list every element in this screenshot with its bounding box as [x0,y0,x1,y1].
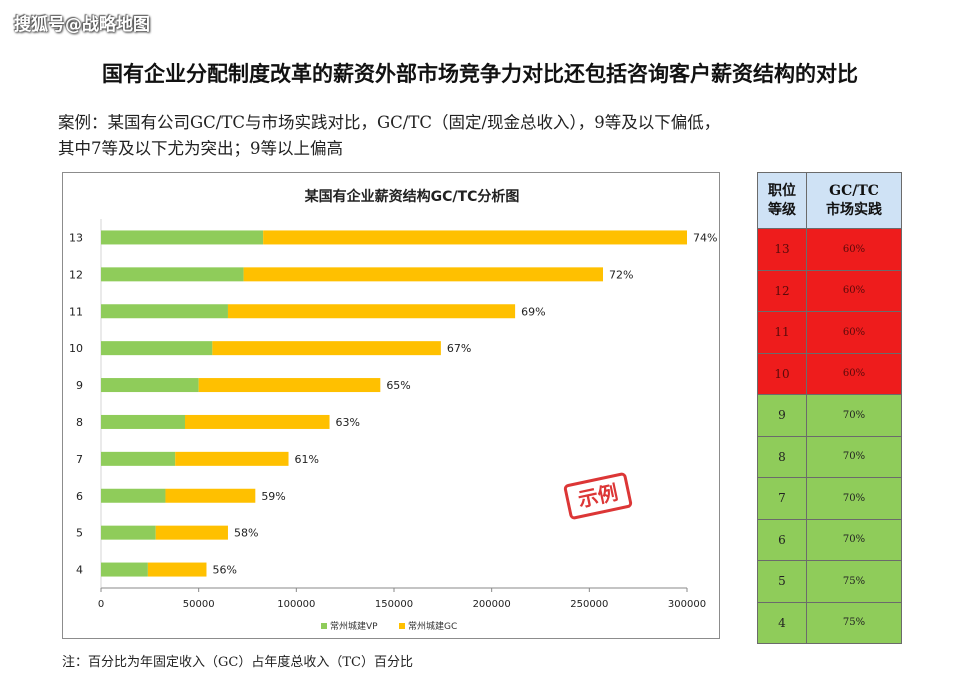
table-row: 6 70% [757,518,902,561]
bar-segment-vp [101,525,156,540]
grade-cell: 11 [757,311,807,354]
legend-label: 常州城建GC [408,620,457,632]
bar-segment-vp [101,451,176,466]
bar-segment-vp [101,341,213,356]
bar-segment-gc [155,525,228,540]
y-tick-label: 5 [76,527,83,540]
stacked-bar-chart: 某国有企业薪资结构GC/TC分析图 0 50000 100000 150000 20000… [69,188,717,632]
table-row: 5 75% [757,560,902,603]
data-label: 67% [447,342,471,355]
bar-segment-gc [227,304,516,319]
case-description: 案例：某国有公司GC/TC与市场实践对比，GC/TC（固定/现金总收入），9等及… [58,110,938,162]
x-tick-label: 150000 [375,599,413,610]
bar-segment-gc [212,341,441,356]
x-tick-label: 100000 [277,599,315,610]
bar-segment-vp [101,488,166,503]
bar-segment-vp [101,378,199,393]
market-ratio-cell: 75% [806,560,902,603]
x-tick-label: 200000 [473,599,511,610]
grade-cell: 12 [757,269,807,312]
grade-market-table: 职位 等级 GC/TC 市场实践 13 60% 12 60% 11 60% 10 60% 9 70… [757,172,902,644]
y-tick-label: 9 [76,379,83,392]
bar-segment-vp [101,304,228,319]
y-tick-label: 13 [69,231,83,244]
market-ratio-cell: 70% [806,518,902,561]
grade-cell: 9 [757,394,807,437]
grade-cell: 13 [757,228,807,271]
table-header-grade: 职位 等级 [757,172,807,229]
bar-segment-gc [198,378,381,393]
bar-segment-gc [147,562,207,577]
data-label: 69% [521,305,545,318]
y-tick-label: 6 [76,490,83,503]
table-row: 9 70% [757,394,902,437]
x-tick-label: 50000 [183,599,215,610]
bar-segment-gc [165,488,256,503]
legend-swatch [399,623,405,629]
y-tick-label: 12 [69,268,83,281]
x-tick-label: 300000 [668,599,706,610]
table-row: 10 60% [757,352,902,395]
y-tick-label: 10 [69,342,83,355]
data-label: 72% [609,268,633,281]
bar-segment-gc [243,267,604,282]
y-tick-label: 8 [76,416,83,429]
market-ratio-cell: 70% [806,394,902,437]
grade-cell: 10 [757,352,807,395]
data-label: 65% [386,379,410,392]
y-tick-label: 4 [76,564,83,577]
market-ratio-cell: 60% [806,352,902,395]
data-label: 58% [234,527,258,540]
table-row: 4 75% [757,601,902,644]
grade-cell: 4 [757,601,807,644]
y-tick-label: 11 [69,305,83,318]
bar-segment-vp [101,414,185,429]
data-label: 56% [212,564,236,577]
bar-segment-gc [263,230,687,245]
chart-panel: 某国有企业薪资结构GC/TC分析图 0 50000 100000 150000 20000… [62,172,720,639]
market-ratio-cell: 70% [806,435,902,478]
grade-cell: 7 [757,477,807,520]
case-line-2: 其中7等及以下尤为突出；9等以上偏高 [58,139,343,158]
market-ratio-cell: 70% [806,477,902,520]
market-ratio-cell: 60% [806,269,902,312]
table-row: 11 60% [757,311,902,354]
case-line-1: 案例：某国有公司GC/TC与市场实践对比，GC/TC（固定/现金总收入），9等及… [58,113,721,132]
footnote: 注：百分比为年固定收入（GC）占年度总收入（TC）百分比 [62,655,413,670]
market-ratio-cell: 60% [806,311,902,354]
legend-swatch [321,623,327,629]
bar-segment-gc [175,451,289,466]
data-label: 59% [261,490,285,503]
market-ratio-cell: 60% [806,228,902,271]
legend-label: 常州城建VP [330,620,378,632]
bar-segment-vp [101,562,148,577]
watermark: 搜狐号@战略地图 [14,15,150,35]
table-row: 12 60% [757,269,902,312]
grade-cell: 8 [757,435,807,478]
data-label: 61% [295,453,319,466]
grade-cell: 6 [757,518,807,561]
x-tick-label: 0 [98,599,104,610]
table-header-market: GC/TC 市场实践 [806,172,902,229]
chart-title: 某国有企业薪资结构GC/TC分析图 [305,188,520,205]
grade-cell: 5 [757,560,807,603]
table-row: 7 70% [757,477,902,520]
table-row: 8 70% [757,435,902,478]
bar-segment-vp [101,267,244,282]
bar-segment-gc [184,414,330,429]
market-ratio-cell: 75% [806,601,902,644]
data-label: 63% [336,416,360,429]
bar-segment-vp [101,230,264,245]
x-tick-label: 250000 [570,599,608,610]
page-title: 国有企业分配制度改革的薪资外部市场竞争力对比还包括咨询客户薪资结构的对比 [102,62,858,86]
data-label: 74% [693,231,717,244]
y-tick-label: 7 [76,453,83,466]
table-row: 13 60% [757,228,902,271]
